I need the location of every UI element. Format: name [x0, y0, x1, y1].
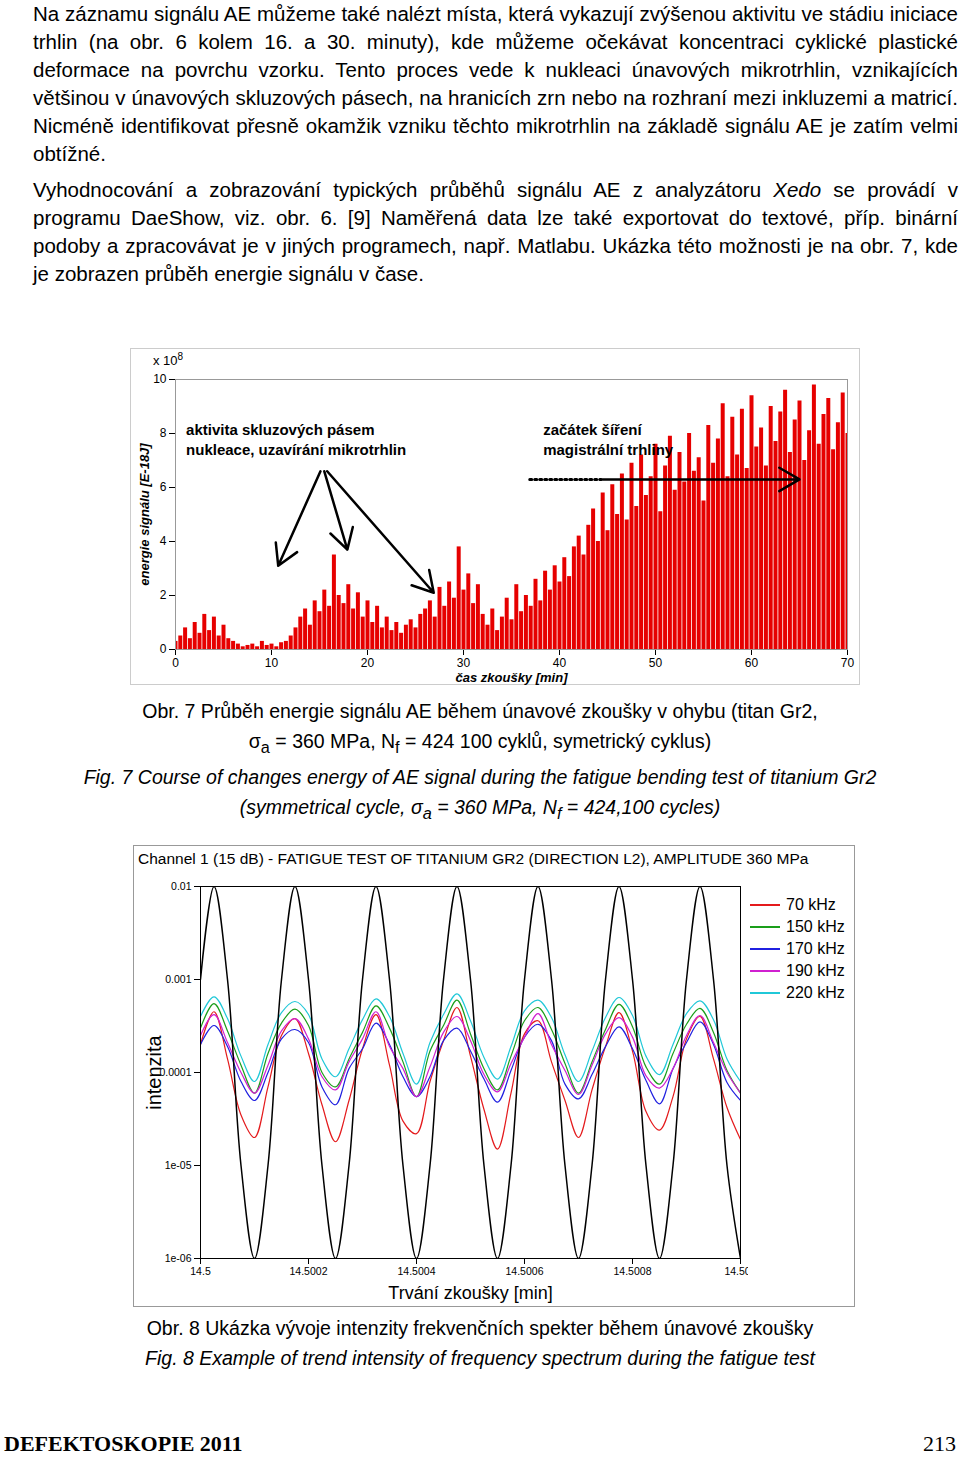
html-text:Obr. 8 Ukázka vývoje intenzity: Obr. 8 Ukázka vývoje intenzity frekvenčn…	[146, 1317, 814, 1339]
html-text:DEFEKTOSKOPIE 2011: DEFEKTOSKOPIE 2011	[4, 1431, 243, 1456]
svg-text:začátek šířenímagistrální trhl: začátek šířenímagistrální trhliny	[543, 421, 674, 458]
svg-text:40: 40	[553, 656, 567, 670]
svg-text:14.5002: 14.5002	[290, 1265, 328, 1277]
svg-text:aktivita skluzových pásemnukle: aktivita skluzových pásemnukleace, uzaví…	[186, 421, 406, 458]
html-text:(symmetrical cycle, σa= 360 MP: (symmetrical cycle, σa= 360 MPa, Nf= 424…	[239, 795, 721, 822]
svg-text:14.501: 14.501	[724, 1265, 748, 1277]
svg-text:10: 10	[153, 372, 167, 386]
svg-text:6: 6	[160, 480, 167, 494]
html-text:Fig. 8 Example of trend intens: Fig. 8 Example of trend intensity of fre…	[145, 1347, 815, 1369]
svg-text:intenzita: intenzita	[143, 1034, 165, 1109]
svg-text:8: 8	[160, 426, 167, 440]
svg-text:Trvání zkoušky [min]: Trvání zkoušky [min]	[388, 1283, 552, 1303]
html-text:220 kHz: 220 kHz	[786, 984, 845, 1001]
html-text:Na záznamu signálu AE můžeme t: Na záznamu signálu AE můžeme také nalézt…	[33, 2, 958, 165]
svg-text:14.5004: 14.5004	[398, 1265, 436, 1277]
svg-text:0: 0	[160, 642, 167, 656]
svg-text:0: 0	[172, 656, 179, 670]
svg-text:1e-06: 1e-06	[165, 1252, 192, 1264]
svg-text:14.5006: 14.5006	[506, 1265, 544, 1277]
svg-text:30: 30	[457, 656, 471, 670]
svg-text:14.5008: 14.5008	[614, 1265, 652, 1277]
svg-text:2: 2	[160, 588, 167, 602]
html-text:190 kHz: 190 kHz	[786, 962, 845, 979]
html-text:Channel 1 (15 dB) - FATIGUE TE: Channel 1 (15 dB) - FATIGUE TEST OF TITA…	[138, 850, 809, 867]
svg-text:70: 70	[841, 656, 855, 670]
svg-text:4: 4	[160, 534, 167, 548]
svg-text:20: 20	[361, 656, 375, 670]
svg-text:0.001: 0.001	[165, 973, 191, 985]
html-text:213: 213	[923, 1431, 956, 1456]
svg-text:60: 60	[745, 656, 759, 670]
svg-text:0.01: 0.01	[171, 880, 192, 892]
html-text:Vyhodnocování a zobrazování ty: Vyhodnocování a zobrazování typických pr…	[33, 178, 958, 285]
svg-text:čas zkoušky [min]: čas zkoušky [min]	[456, 670, 569, 685]
html-text:70 kHz: 70 kHz	[786, 896, 836, 913]
svg-text:energie signálu [E-18J]: energie signálu [E-18J]	[137, 443, 152, 586]
html-text:8: 8	[177, 351, 184, 362]
svg-text:50: 50	[649, 656, 663, 670]
html-text:Obr. 7 Průběh energie signálu: Obr. 7 Průběh energie signálu AE během ú…	[142, 700, 818, 722]
svg-text:14.5: 14.5	[190, 1265, 211, 1277]
html-text:150 kHz: 150 kHz	[786, 918, 845, 935]
html-text:Fig. 7 Course of changes energ: Fig. 7 Course of changes energy of AE si…	[83, 765, 877, 788]
svg-text:10: 10	[265, 656, 279, 670]
svg-text:1e-05: 1e-05	[165, 1159, 192, 1171]
html-text:x 10: x 10	[153, 353, 178, 369]
html-text:σa= 360 MPa, Nf= 424 100 cyklů: σa= 360 MPa, Nf= 424 100 cyklů, symetric…	[248, 730, 712, 756]
html-text:170 kHz: 170 kHz	[786, 940, 845, 957]
svg-text:0.0001: 0.0001	[159, 1065, 192, 1078]
